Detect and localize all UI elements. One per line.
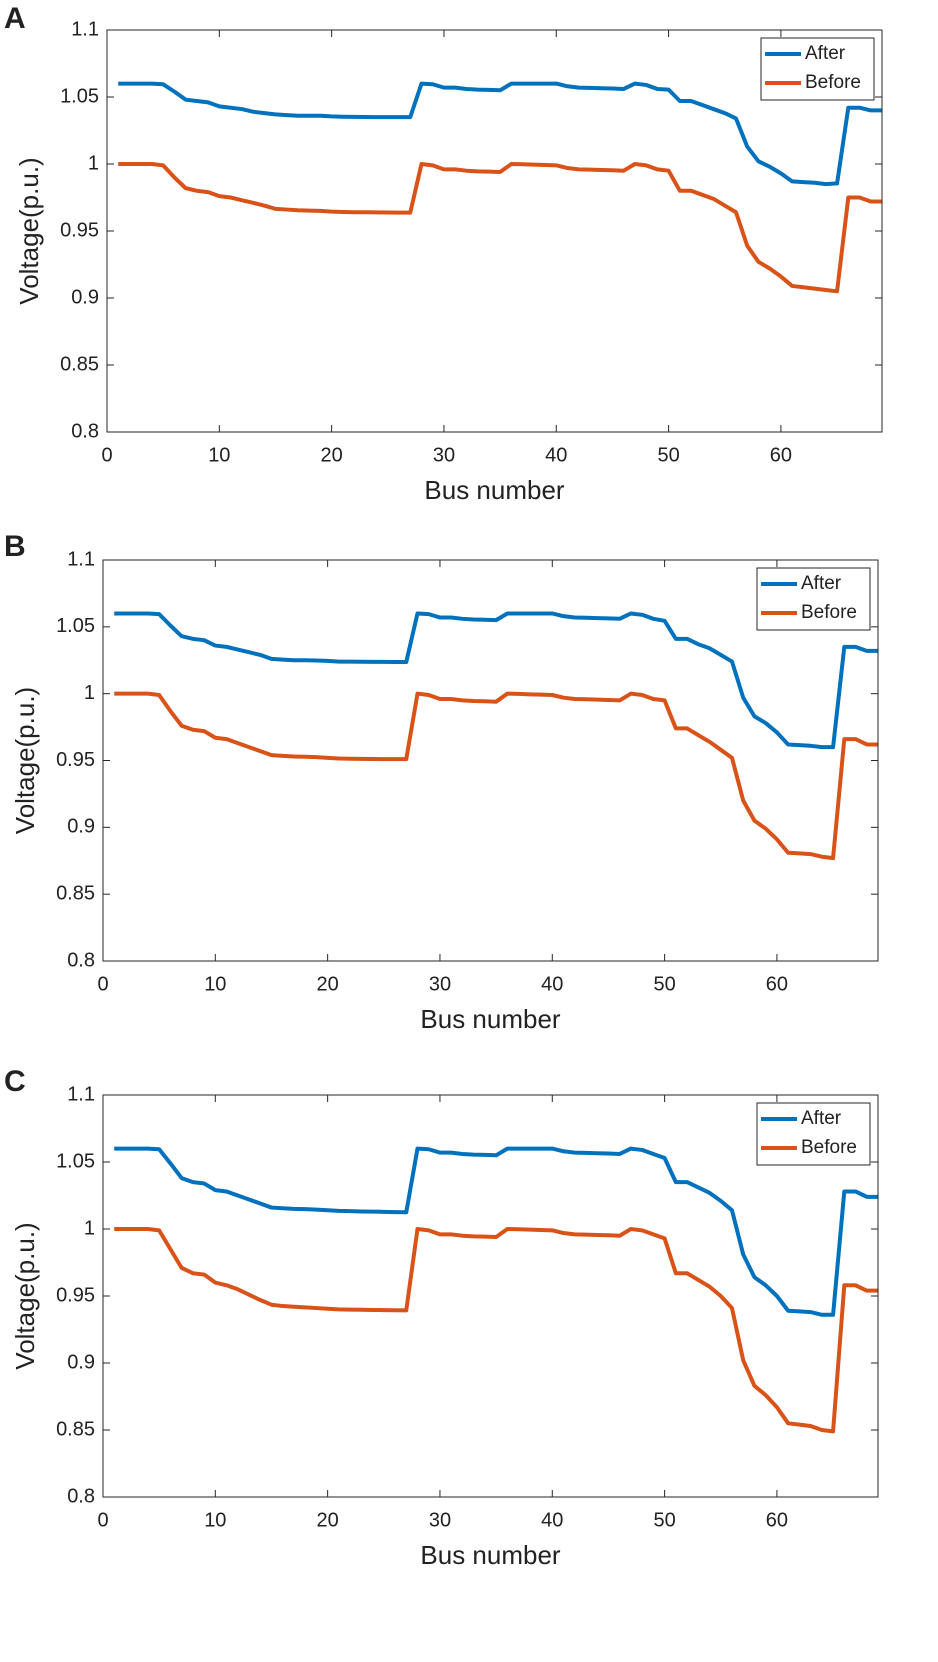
y-tick-label: 1.1: [67, 548, 95, 570]
panel-label: A: [4, 2, 26, 35]
x-tick-label: 40: [541, 1509, 563, 1531]
data-line: [114, 691, 878, 861]
y-axis-title: Voltage(p.u.): [10, 1222, 40, 1369]
axes-frame: [102, 1094, 879, 1498]
x-tick-label: 0: [101, 444, 112, 466]
data-line: [118, 162, 882, 294]
y-tick-label: 0.9: [71, 286, 99, 308]
x-axis-title: Bus number: [420, 1540, 561, 1570]
y-tick-label: 1.05: [56, 1150, 95, 1172]
panel-label: C: [4, 1065, 26, 1098]
x-tick-label: 60: [766, 973, 788, 995]
y-tick-label: 1: [88, 152, 99, 174]
y-tick-label: 0.8: [67, 949, 95, 971]
plot-area: [103, 560, 878, 961]
y-tick-label: 1.05: [60, 85, 99, 107]
legend-box: [760, 37, 875, 101]
x-tick-label: 0: [97, 1509, 108, 1531]
y-tick-label: 1.05: [56, 615, 95, 637]
x-tick-label: 30: [429, 1509, 451, 1531]
x-tick-label: 20: [317, 1509, 339, 1531]
y-axis-title: Voltage(p.u.): [10, 687, 40, 834]
x-tick-label: 50: [653, 973, 675, 995]
axes-frame: [102, 559, 879, 962]
axes-frame: [106, 29, 883, 433]
y-tick-label: 0.8: [71, 420, 99, 442]
x-tick-label: 10: [204, 973, 226, 995]
y-tick-label: 0.95: [60, 219, 99, 241]
y-tick-label: 1.1: [67, 1083, 95, 1105]
x-tick-label: 10: [204, 1509, 226, 1531]
x-tick-label: 20: [317, 973, 339, 995]
x-tick-label: 10: [208, 444, 230, 466]
x-axis-title: Bus number: [420, 1004, 561, 1034]
y-tick-label: 0.95: [56, 749, 95, 771]
legend-label: Before: [801, 1137, 857, 1158]
y-tick-label: 1: [84, 1217, 95, 1239]
legend-label: After: [805, 43, 846, 64]
y-axis-title: Voltage(p.u.): [14, 157, 44, 304]
plot-area: [103, 1095, 878, 1497]
y-tick-label: 0.8: [67, 1485, 95, 1507]
y-tick-label: 1: [84, 682, 95, 704]
panel: A 0.8 0.85 0.9 0.95 1 1.05 1.1 0 10 20 30 40 50 60 Bus …: [4, 2, 883, 505]
data-line: [114, 611, 878, 750]
x-tick-label: 50: [653, 1509, 675, 1531]
legend-box: [756, 567, 871, 631]
x-tick-label: 60: [766, 1509, 788, 1531]
data-line: [114, 1227, 878, 1434]
legend-label: After: [801, 1108, 842, 1129]
x-tick-label: 50: [657, 444, 679, 466]
panel: C 0.8 0.85 0.9 0.95 1 1.05 1.1 0 10 20 30 40 50 60 Bus …: [4, 1065, 879, 1570]
panel-label: B: [4, 530, 26, 563]
legend-label: After: [801, 573, 842, 594]
x-tick-label: 40: [541, 973, 563, 995]
legend-box: [756, 1102, 871, 1166]
x-tick-label: 20: [321, 444, 343, 466]
plot-area: [107, 30, 882, 432]
x-tick-label: 60: [770, 444, 792, 466]
legend-label: Before: [801, 602, 857, 623]
y-tick-label: 0.85: [56, 882, 95, 904]
x-tick-label: 0: [97, 973, 108, 995]
y-tick-label: 1.1: [71, 18, 99, 40]
data-line: [114, 1146, 878, 1317]
panel: B 0.8 0.85 0.9 0.95 1 1.05 1.1 0 10 20 30 40 50 60 Bus …: [4, 530, 879, 1034]
y-tick-label: 0.85: [60, 353, 99, 375]
data-line: [118, 81, 882, 187]
legend-label: Before: [805, 72, 861, 93]
y-tick-label: 0.85: [56, 1418, 95, 1440]
x-tick-label: 40: [545, 444, 567, 466]
x-tick-label: 30: [433, 444, 455, 466]
x-tick-label: 30: [429, 973, 451, 995]
x-axis-title: Bus number: [424, 475, 565, 505]
y-tick-label: 0.9: [67, 816, 95, 838]
y-tick-label: 0.9: [67, 1351, 95, 1373]
y-tick-label: 0.95: [56, 1284, 95, 1306]
